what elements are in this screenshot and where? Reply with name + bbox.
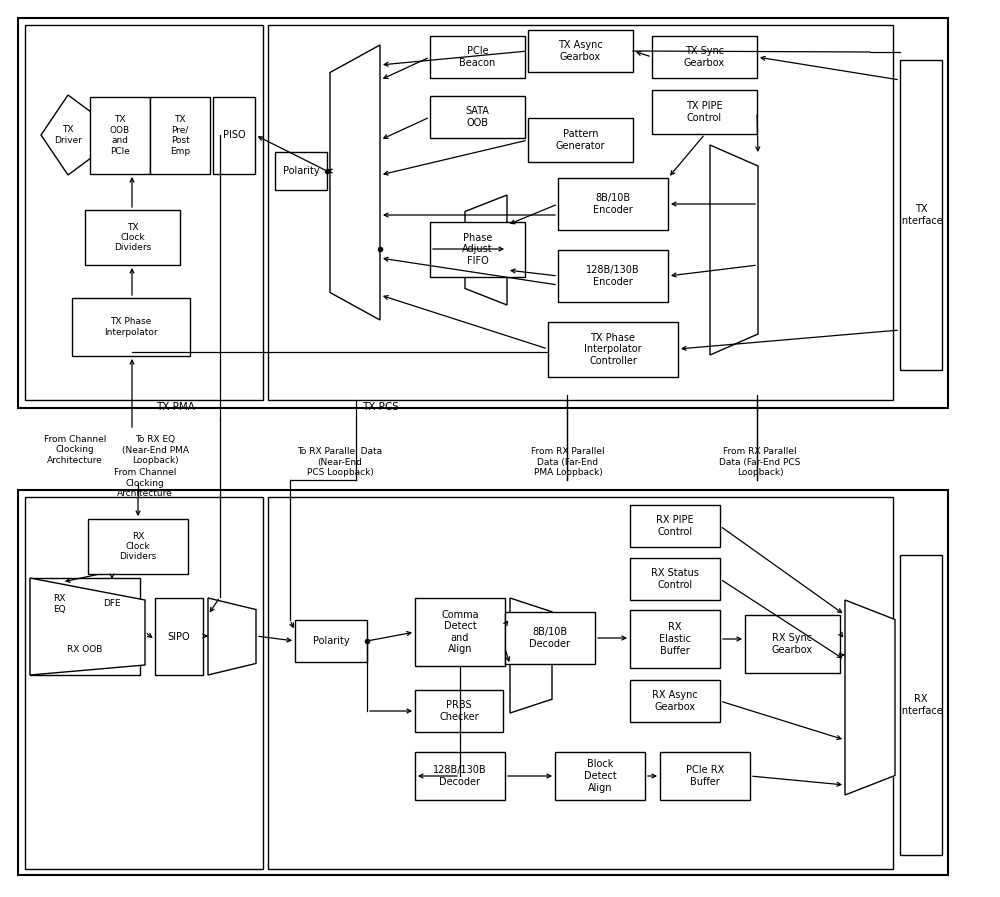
Bar [295, 620, 367, 662]
Bar [430, 36, 525, 78]
Text: To RX EQ
(Near-End PMA
Loopback): To RX EQ (Near-End PMA Loopback) [122, 435, 188, 465]
Text: PRBS
Checker: PRBS Checker [439, 701, 479, 722]
Text: RX Status
Control: RX Status Control [651, 568, 699, 590]
Text: TX Sync
Gearbox: TX Sync Gearbox [684, 47, 725, 68]
Bar [87, 582, 137, 626]
Bar [660, 752, 750, 800]
Bar [25, 25, 263, 400]
Bar [85, 210, 180, 265]
Text: PCIe RX
Buffer: PCIe RX Buffer [686, 765, 724, 787]
Text: RX Sync
Gearbox: RX Sync Gearbox [772, 633, 813, 655]
Bar [630, 610, 720, 668]
Bar [505, 612, 595, 664]
Bar [32, 582, 87, 626]
Text: PCIe
Beacon: PCIe Beacon [459, 47, 496, 68]
Text: 128B/130B
Decoder: 128B/130B Decoder [433, 765, 487, 787]
Text: TX
Pre/
Post
Emp: TX Pre/ Post Emp [170, 116, 190, 155]
Bar [268, 497, 893, 869]
Bar [32, 630, 137, 668]
Bar [415, 690, 503, 732]
Bar [18, 490, 948, 875]
Polygon shape [510, 598, 552, 713]
Text: SATA
OOB: SATA OOB [466, 106, 489, 127]
Polygon shape [30, 578, 145, 675]
Text: Polarity: Polarity [313, 636, 349, 646]
Bar [900, 60, 942, 370]
Text: RX
Elastic
Buffer: RX Elastic Buffer [659, 623, 691, 656]
Polygon shape [208, 598, 256, 675]
Text: TX
OOB
and
PCIe: TX OOB and PCIe [110, 116, 130, 155]
Text: TX Async
Gearbox: TX Async Gearbox [558, 40, 603, 62]
Bar [900, 555, 942, 855]
Bar [90, 97, 150, 174]
Bar [630, 680, 720, 722]
Bar [528, 30, 633, 72]
Bar [652, 90, 757, 134]
Text: RX Async
Gearbox: RX Async Gearbox [652, 690, 698, 712]
Text: Comma
Detect
and
Align: Comma Detect and Align [441, 610, 479, 655]
Text: TX Phase
Interpolator
Controller: TX Phase Interpolator Controller [584, 333, 642, 366]
Bar [275, 152, 327, 190]
Text: TX
Clock
Dividers: TX Clock Dividers [114, 222, 151, 252]
Bar [555, 752, 645, 800]
Text: 8B/10B
Encoder: 8B/10B Encoder [593, 193, 633, 214]
Text: TX PIPE
Control: TX PIPE Control [686, 101, 723, 123]
Bar [30, 578, 140, 675]
Bar [630, 505, 720, 547]
Text: 8B/10B
Decoder: 8B/10B Decoder [530, 627, 570, 649]
Text: TX PCS: TX PCS [362, 402, 398, 412]
Bar [213, 97, 255, 174]
Text: Pattern
Generator: Pattern Generator [556, 129, 605, 151]
Bar [25, 497, 263, 869]
Text: RX
EQ: RX EQ [53, 595, 66, 614]
Text: TX
Interface: TX Interface [899, 205, 943, 226]
Text: Block
Detect
Align: Block Detect Align [584, 760, 616, 793]
Polygon shape [41, 95, 95, 175]
Text: RX PIPE
Control: RX PIPE Control [656, 515, 694, 536]
Text: TX
Driver: TX Driver [54, 126, 82, 144]
Text: From Channel
Clocking
Architecture: From Channel Clocking Architecture [114, 468, 176, 498]
Text: Phase
Adjust
FIFO: Phase Adjust FIFO [462, 233, 493, 266]
Text: SIPO: SIPO [168, 631, 190, 641]
Bar [558, 250, 668, 302]
Text: RX OOB: RX OOB [67, 645, 102, 654]
Bar [652, 36, 757, 78]
Text: 128B/130B
Encoder: 128B/130B Encoder [586, 266, 640, 287]
Text: From RX Parallel
Data (Far-End PCS
Loopback): From RX Parallel Data (Far-End PCS Loopb… [719, 447, 801, 477]
Bar [745, 615, 840, 673]
Polygon shape [465, 195, 507, 305]
Text: RX
Interface: RX Interface [899, 694, 943, 716]
Text: PISO: PISO [223, 130, 245, 141]
Bar [72, 298, 190, 356]
Text: From Channel
Clocking
Architecture: From Channel Clocking Architecture [44, 435, 106, 465]
Text: TX PMA: TX PMA [156, 402, 194, 412]
Bar [415, 752, 505, 800]
Bar [150, 97, 210, 174]
Bar [630, 558, 720, 600]
Text: To RX Parallel Data
(Near-End
PCS Loopback): To RX Parallel Data (Near-End PCS Loopba… [297, 447, 383, 477]
Polygon shape [710, 145, 758, 355]
Bar [268, 25, 893, 400]
Bar [430, 96, 525, 138]
Bar [155, 598, 203, 675]
Bar [415, 598, 505, 666]
Bar [18, 18, 948, 408]
Bar [548, 322, 678, 377]
Text: DFE: DFE [103, 599, 121, 608]
Text: From RX Parallel
Data (Far-End
PMA Loopback): From RX Parallel Data (Far-End PMA Loopb… [531, 447, 605, 477]
Text: Polarity: Polarity [283, 166, 319, 176]
Polygon shape [845, 600, 895, 795]
Text: RX
Clock
Dividers: RX Clock Dividers [119, 532, 157, 562]
Bar [88, 519, 188, 574]
Text: TX Phase
Interpolator: TX Phase Interpolator [104, 318, 158, 336]
Bar [558, 178, 668, 230]
Bar [528, 118, 633, 162]
Polygon shape [330, 45, 380, 320]
Bar [430, 222, 525, 277]
